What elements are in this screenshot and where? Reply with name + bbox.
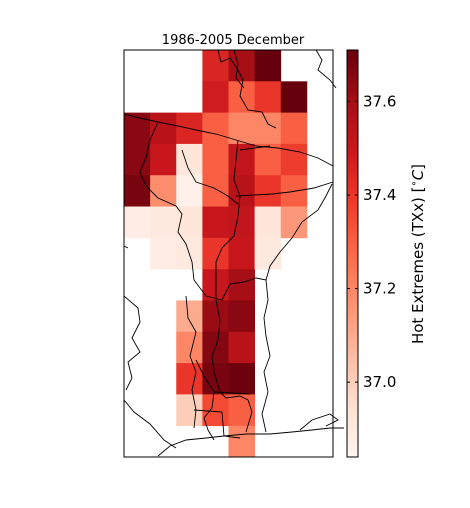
heatmap-cell	[150, 112, 177, 145]
heatmap-cell	[228, 143, 256, 176]
heatmap-cell	[254, 81, 282, 114]
colorbar-label-close: ]	[409, 164, 427, 170]
heatmap-cell	[202, 50, 229, 82]
colorbar-tick-label: 37.2	[363, 280, 396, 298]
heatmap-cell	[202, 394, 229, 427]
heatmap-cell	[202, 300, 229, 333]
heatmap-cell	[124, 143, 151, 176]
colorbar	[346, 49, 359, 458]
heatmap-cell	[202, 112, 229, 145]
heatmap-cell	[280, 206, 308, 239]
heatmap-cells	[124, 50, 308, 458]
colorbar-ticks: 37.0 37.2 37.4 37.6	[347, 92, 396, 391]
plot-frame	[123, 49, 334, 458]
heatmap-cell	[228, 112, 256, 145]
heatmap-cell	[202, 206, 229, 239]
heatmap-cell	[228, 394, 256, 427]
colorbar-label-unit: C	[409, 169, 427, 180]
heatmap-cell	[228, 237, 256, 270]
heatmap-cell	[150, 206, 177, 239]
colorbar-label-degree: ∘	[409, 180, 420, 186]
heatmap-cell	[176, 363, 203, 395]
heatmap-cell	[254, 206, 282, 239]
heatmap-cell	[202, 331, 229, 364]
heatmap-cell	[176, 300, 203, 333]
heatmap-cell	[228, 300, 256, 333]
heatmap-cell	[150, 237, 177, 270]
heatmap-cell	[150, 143, 177, 176]
heatmap-cell	[176, 331, 203, 364]
heatmap-cell	[254, 143, 282, 176]
colorbar-label-text: Hot Extremes (TXx) [	[409, 187, 427, 344]
map-outline	[123, 49, 344, 457]
heatmap-cell	[124, 206, 151, 239]
heatmap-cell	[202, 143, 229, 176]
heatmap-cell	[228, 363, 256, 395]
heatmap-cell	[202, 175, 229, 207]
heatmap-cell	[228, 175, 256, 207]
heatmap-cell	[150, 175, 177, 207]
heatmap-cell	[176, 175, 203, 207]
heatmap-cell	[228, 206, 256, 239]
heatmap-cell	[254, 112, 282, 145]
heatmap-cell	[124, 112, 151, 145]
heatmap-cell	[254, 50, 282, 82]
chart-title: 1986-2005 December	[162, 33, 305, 48]
heatmap-cell	[280, 143, 308, 176]
heatmap-cell	[228, 269, 256, 301]
heatmap-cell	[280, 81, 308, 114]
colorbar-tick-label: 37.4	[363, 186, 396, 204]
colorbar-label: Hot Extremes (TXx) [∘C]	[409, 164, 427, 344]
heatmap-cell	[254, 237, 282, 270]
colorbar-tick-label: 37.6	[363, 92, 396, 110]
heatmap-cell	[202, 81, 229, 114]
colorbar-tick-label: 37.0	[363, 373, 396, 391]
heatmap-cell	[124, 175, 151, 207]
heatmap-cell	[228, 425, 256, 458]
heatmap-cell	[228, 50, 256, 82]
heatmap-cell	[228, 331, 256, 364]
heatmap-cell	[280, 112, 308, 145]
heatmap-cell	[254, 175, 282, 207]
svg-text:Hot Extremes (TXx) [∘C]: Hot Extremes (TXx) [∘C]	[409, 164, 427, 344]
